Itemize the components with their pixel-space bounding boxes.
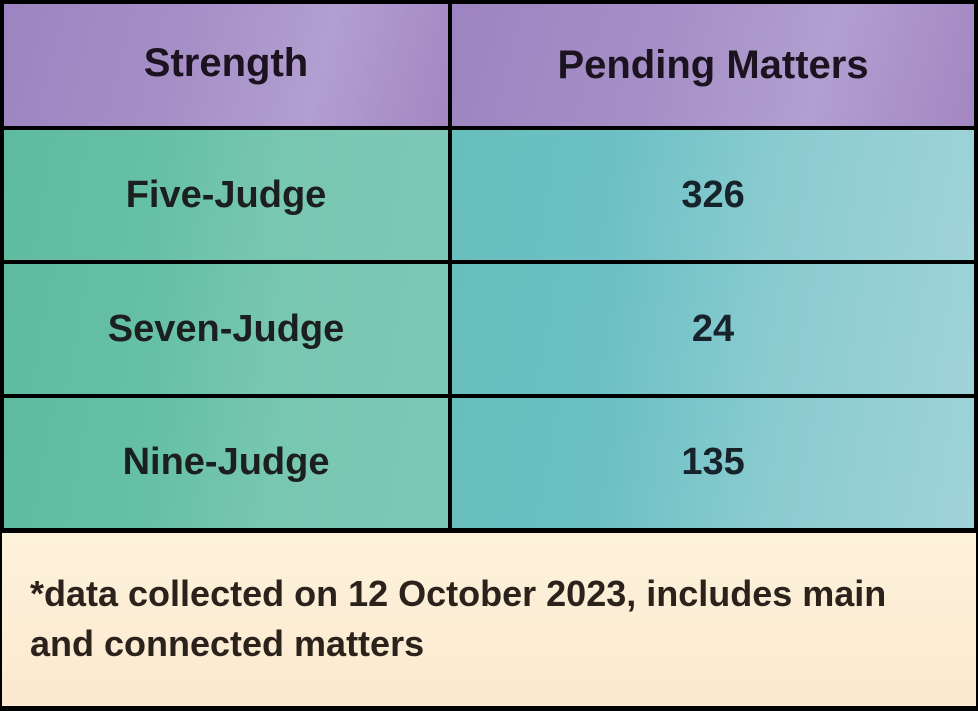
pending-cell: 326 xyxy=(450,128,976,262)
table-row: Five-Judge 326 xyxy=(2,128,976,262)
header-row: Strength Pending Matters xyxy=(2,2,976,128)
pending-matters-table: Strength Pending Matters Five-Judge 326 … xyxy=(0,0,978,711)
header-strength: Strength xyxy=(2,2,450,128)
table-row: Seven-Judge 24 xyxy=(2,262,976,396)
table-row: Nine-Judge 135 xyxy=(2,396,976,530)
footer-row: *data collected on 12 October 2023, incl… xyxy=(2,530,976,708)
strength-cell: Five-Judge xyxy=(2,128,450,262)
header-pending: Pending Matters xyxy=(450,2,976,128)
pending-cell: 24 xyxy=(450,262,976,396)
strength-cell: Seven-Judge xyxy=(2,262,450,396)
footer-note: *data collected on 12 October 2023, incl… xyxy=(2,530,976,708)
strength-cell: Nine-Judge xyxy=(2,396,450,530)
pending-cell: 135 xyxy=(450,396,976,530)
